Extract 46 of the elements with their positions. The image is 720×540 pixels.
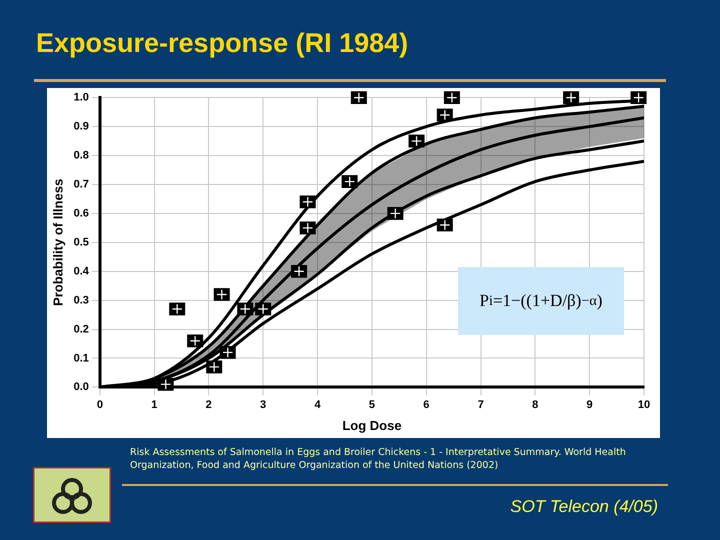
point bbox=[387, 207, 404, 220]
x-tick-label: 2 bbox=[206, 398, 212, 411]
y-tick-label: 0.4 bbox=[74, 265, 90, 278]
x-tick-label: 7 bbox=[478, 398, 484, 411]
point bbox=[169, 302, 186, 316]
point bbox=[187, 334, 204, 348]
x-tick-label: 8 bbox=[532, 398, 538, 411]
x-axis-title: Log Dose bbox=[342, 418, 402, 433]
point bbox=[214, 288, 230, 301]
point bbox=[291, 264, 308, 278]
point bbox=[342, 175, 358, 188]
x-tick-label: 1 bbox=[151, 398, 158, 411]
y-tick-label: 0.5 bbox=[74, 236, 89, 248]
point bbox=[630, 91, 647, 104]
point bbox=[408, 134, 425, 148]
text: SOT Telecon (4/05) bbox=[510, 497, 658, 517]
y-tick-label: 0.8 bbox=[74, 150, 89, 162]
point bbox=[444, 91, 460, 104]
y-tick-label: 0.1 bbox=[74, 352, 89, 364]
x-tick-label: 4 bbox=[314, 398, 322, 411]
point bbox=[563, 91, 580, 104]
y-tick-label: 0.0 bbox=[74, 381, 89, 394]
y-tick-label: 0.3 bbox=[74, 294, 89, 306]
y-axis-title: Probability of Illness bbox=[50, 178, 66, 306]
y-tick-label: 1.0 bbox=[74, 92, 89, 104]
point bbox=[237, 302, 254, 316]
point bbox=[300, 222, 316, 234]
x-tick-label: 0 bbox=[96, 398, 103, 411]
point bbox=[350, 91, 367, 104]
point bbox=[206, 360, 222, 374]
point bbox=[220, 346, 236, 359]
y-tick-label: 0.2 bbox=[74, 323, 89, 336]
x-tick-label: 3 bbox=[260, 398, 266, 411]
text: Risk Assessments of Salmonella in Eggs and Broiler Chickens - 1 - Interpretative Summary. World Health Organization, Food and Agriculture Organization of the United Nations (2002) bbox=[130, 446, 627, 472]
x-tick-label: 9 bbox=[586, 398, 593, 411]
y-tick-label: 0.9 bbox=[74, 120, 89, 133]
chart-title: Exposure-response (RI 1984) bbox=[36, 28, 408, 59]
x-tick-label: 6 bbox=[423, 398, 430, 411]
point bbox=[300, 195, 316, 208]
x-tick-label: 10 bbox=[638, 398, 650, 411]
point bbox=[255, 302, 272, 316]
point bbox=[436, 108, 453, 122]
x-tick-label: 5 bbox=[368, 398, 376, 411]
y-tick-label: 0.6 bbox=[74, 207, 89, 220]
point bbox=[436, 218, 453, 232]
y-tick-label: 0.7 bbox=[74, 178, 89, 191]
